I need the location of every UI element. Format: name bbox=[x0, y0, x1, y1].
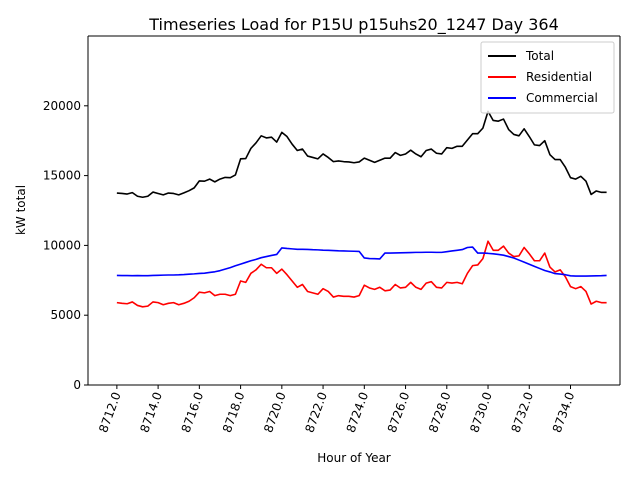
legend: Total Residential Commercial bbox=[480, 41, 615, 114]
legend-label-commercial: Commercial bbox=[526, 91, 598, 105]
chart-title: Timeseries Load for P15U p15uhs20_1247 D… bbox=[148, 15, 559, 35]
series-line-commercial bbox=[116, 246, 607, 277]
series-line-residential bbox=[116, 240, 607, 308]
x-axis-label: Hour of Year bbox=[317, 451, 391, 465]
series-layer bbox=[116, 110, 607, 308]
y-tick-label: 20000 bbox=[43, 99, 81, 113]
y-tick-label: 5000 bbox=[50, 308, 81, 322]
y-tick-label: 0 bbox=[73, 378, 81, 392]
y-tick-label: 10000 bbox=[43, 238, 81, 252]
y-axis-ticks: 0 5000 10000 15000 20000 bbox=[43, 99, 88, 392]
series-line-total bbox=[116, 110, 607, 199]
axes-frame bbox=[87, 35, 621, 386]
legend-label-total: Total bbox=[525, 49, 554, 63]
y-axis-label: kW total bbox=[14, 185, 28, 235]
legend-label-residential: Residential bbox=[526, 70, 592, 84]
y-tick-label: 15000 bbox=[43, 169, 81, 183]
legend-box bbox=[480, 41, 615, 114]
